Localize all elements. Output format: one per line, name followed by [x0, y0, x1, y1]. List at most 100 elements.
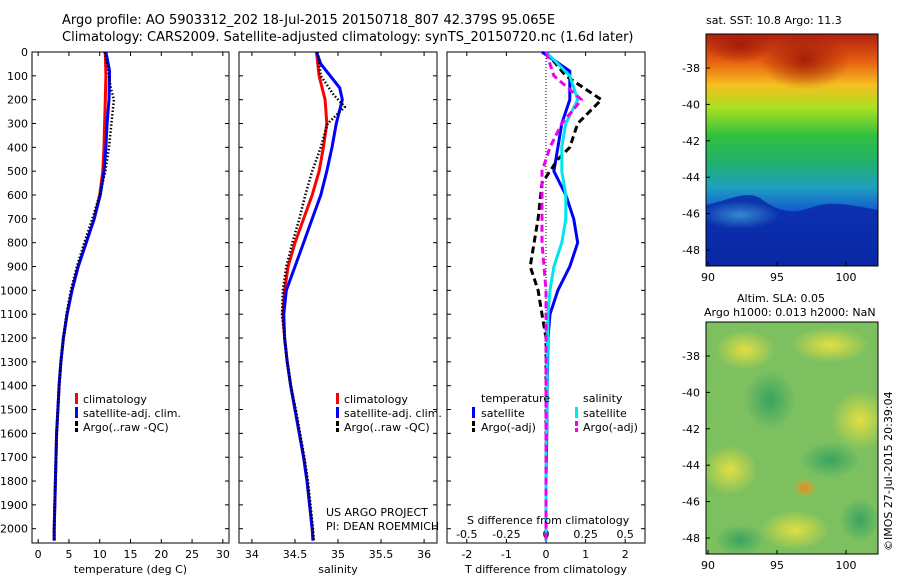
legend-swatch-temp-satellite: [472, 407, 475, 418]
map-x-tick-label: 90: [701, 559, 715, 572]
x-tick-label: 25: [185, 548, 199, 561]
depth-tick-label: 700: [7, 213, 28, 226]
x-tick-label: 2: [622, 548, 629, 561]
series-line-argo-raw-qc: [52, 51, 116, 541]
depth-tick-label: 1400: [0, 380, 28, 393]
legend-label-temp-satellite: satellite: [481, 407, 525, 420]
map-x-tick-label: 95: [770, 271, 784, 284]
series-line-salinity-argo-adj: [540, 51, 584, 541]
x-tick-label: 0: [35, 548, 42, 561]
sst-map-title: sat. SST: 10.8 Argo: 11.3: [706, 14, 842, 27]
figure-title-line1: Argo profile: AO 5903312_202 18-Jul-2015…: [62, 13, 555, 28]
difference-profile-panel: -2 -1 0 1 2-0.5 -0.25 0 0.25 0.5T difference fro…: [446, 50, 646, 576]
difference-legend: temperature salinity satellite Argo(-adj…: [472, 392, 638, 434]
sla-map: [706, 322, 878, 554]
legend-swatch-satellite: [75, 407, 78, 418]
map-y-tick-label: -48: [682, 532, 700, 545]
depth-tick-label: 1800: [0, 475, 28, 488]
legend-swatch-argo: [336, 421, 339, 426]
depth-tick-label: 1600: [0, 427, 28, 440]
depth-tick-label: 600: [7, 189, 28, 202]
legend-label-sal-argo: Argo(-adj): [583, 421, 638, 434]
depth-tick-label: 200: [7, 94, 28, 107]
depth-tick-label: 1000: [0, 284, 28, 297]
sst-map-axes: -38 -40 -42 -44 -46 -48 90 95 100: [682, 62, 856, 284]
figure-title-line2: Climatology: CARS2009. Satellite-adjuste…: [62, 30, 634, 45]
x-tick-label: 20: [154, 548, 168, 561]
x-tick-label: 34.5: [283, 548, 308, 561]
map-y-tick-label: -42: [682, 135, 700, 148]
credits-line1: US ARGO PROJECT: [326, 506, 428, 519]
legend-label-satellite: satellite-adj. clim.: [83, 407, 181, 420]
legend-label-satellite: satellite-adj. clim.: [344, 407, 442, 420]
legend-label-climatology: climatology: [344, 393, 408, 406]
legend-label-argo: Argo(..raw -QC): [344, 421, 430, 434]
map-y-tick-label: -38: [682, 350, 700, 363]
x-axis-label: T difference from climatology: [464, 563, 627, 576]
legend-swatch-climatology: [336, 393, 339, 404]
map-y-tick-label: -46: [682, 496, 700, 509]
x-tick-label: 1: [582, 548, 589, 561]
legend-label-temp-argo: Argo(-adj): [481, 421, 536, 434]
s-diff-axis-label: S difference from climatology: [467, 514, 630, 527]
legend-swatch-sal-satellite: [575, 407, 578, 418]
depth-tick-label: 500: [7, 165, 28, 178]
map-x-tick-label: 90: [701, 271, 715, 284]
depth-tick-label: 900: [7, 261, 28, 274]
legend-label-sal-satellite: satellite: [583, 407, 627, 420]
x-tick-label: 5: [65, 548, 72, 561]
x-tick-label: 36: [417, 548, 431, 561]
legend-swatch-temp-argo: [472, 421, 475, 426]
x-tick-label: 35.5: [369, 548, 394, 561]
depth-tick-label: 100: [7, 70, 28, 83]
map-y-tick-label: -42: [682, 423, 700, 436]
x-tick-label: 35: [331, 548, 345, 561]
depth-tick-label: 2000: [0, 523, 28, 536]
x-top-tick-label: 0.5: [616, 528, 634, 541]
credits-line2: PI: DEAN ROEMMICH: [326, 520, 439, 533]
depth-tick-label: 1500: [0, 404, 28, 417]
map-x-tick-label: 100: [836, 559, 857, 572]
legend-swatch-argo: [75, 421, 78, 426]
legend-label-argo: Argo(..raw -QC): [83, 421, 169, 434]
imos-watermark: ©IMOS 27-Jul-2015 20:39:04: [882, 391, 895, 551]
legend-header-salinity: salinity: [583, 392, 623, 405]
x-axis-label: salinity: [318, 563, 358, 576]
x-tick-label: 30: [216, 548, 230, 561]
x-top-tick-label: 0.25: [573, 528, 598, 541]
depth-tick-label: 1700: [0, 451, 28, 464]
salinity-profile-panel: 34 34.5 35 35.5 36 salinity: [238, 51, 438, 576]
depth-tick-label: 1900: [0, 499, 28, 512]
x-axis-label: temperature (deg C): [74, 563, 187, 576]
legend-swatch-climatology: [75, 393, 78, 404]
temperature-legend: climatology satellite-adj. clim. Argo(..…: [75, 393, 181, 434]
sla-map-title1: Altim. SLA: 0.05: [737, 292, 825, 305]
map-y-tick-label: -44: [682, 171, 700, 184]
legend-swatch-satellite: [336, 407, 339, 418]
map-y-tick-label: -40: [682, 386, 700, 399]
depth-tick-label: 400: [7, 141, 28, 154]
x-tick-label: 10: [93, 548, 107, 561]
series-line-argo-raw-qc: [280, 51, 347, 541]
map-y-tick-label: -48: [682, 244, 700, 257]
map-y-tick-label: -44: [682, 459, 700, 472]
map-y-tick-label: -38: [682, 62, 700, 75]
salinity-legend: climatology satellite-adj. clim. Argo(..…: [336, 393, 442, 434]
sst-map: [706, 34, 878, 266]
temperature-profile-panel: 0100200300400500600700800900100011001200…: [0, 46, 230, 576]
map-y-tick-label: -46: [682, 208, 700, 221]
depth-tick-label: 800: [7, 237, 28, 250]
plot-frame: [31, 51, 230, 544]
sla-map-title2: Argo h1000: 0.013 h2000: NaN: [704, 306, 876, 319]
depth-tick-label: 1200: [0, 332, 28, 345]
plot-frame: [238, 51, 438, 544]
x-tick-label: 34: [245, 548, 259, 561]
depth-tick-label: 1300: [0, 356, 28, 369]
x-tick-label: -1: [501, 548, 512, 561]
x-top-tick-label: -0.25: [492, 528, 520, 541]
legend-label-climatology: climatology: [83, 393, 147, 406]
legend-swatch-sal-argo: [575, 421, 578, 426]
x-tick-label: -2: [461, 548, 472, 561]
map-x-tick-label: 95: [770, 559, 784, 572]
